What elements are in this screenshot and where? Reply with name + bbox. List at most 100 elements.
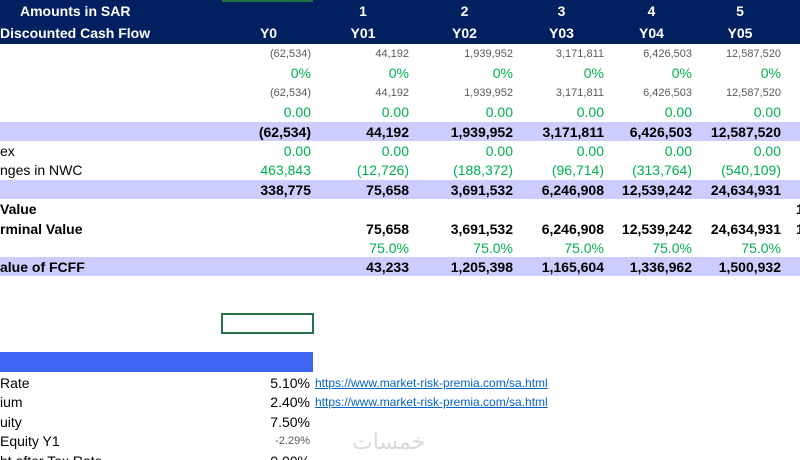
cell-value: 6,426,503 xyxy=(643,86,692,99)
row-label: Value xyxy=(0,201,37,218)
cell-value: 12,587,520 xyxy=(710,123,781,140)
cell-value: 1,939,952 xyxy=(464,48,513,60)
cell-value: 338,775 xyxy=(260,181,311,198)
cell-value: 1,939,952 xyxy=(450,123,513,140)
cell-value: 463,843 xyxy=(260,162,311,179)
cell-value: 12,539,242 xyxy=(621,181,692,198)
column-header: 1 xyxy=(359,3,367,19)
link[interactable]: https://www.market-risk-premia.com/sa.ht… xyxy=(315,376,548,390)
column-header: Y05 xyxy=(727,25,753,41)
cell-value: 0.00 xyxy=(381,104,409,121)
cell-value: 0% xyxy=(492,65,513,82)
cell-value: 0% xyxy=(290,65,311,82)
cell-value: (62,534) xyxy=(270,86,311,99)
selected-cell[interactable] xyxy=(221,313,314,334)
column-header: Y04 xyxy=(639,25,664,41)
cell-value: 0.00 xyxy=(753,143,781,159)
cell-value: 75.0% xyxy=(652,240,692,256)
assumption-value: -2.29% xyxy=(275,435,310,448)
cell-value: 3,691,532 xyxy=(450,181,513,198)
column-header: 2 xyxy=(460,3,469,19)
cell-value: 0% xyxy=(388,65,409,82)
cell-value: 0.00 xyxy=(664,143,692,159)
cell-value: 6,426,503 xyxy=(629,123,692,140)
cell-value: 24,634,931 xyxy=(710,220,781,237)
cell-value: 3,171,811 xyxy=(555,86,604,99)
cell-value: 75.0% xyxy=(564,240,604,256)
cell-value: 0.00 xyxy=(576,104,604,121)
cell-value: 75,658 xyxy=(366,220,409,237)
assumption-label: uity xyxy=(0,413,22,430)
cell-value: 12,587,520 xyxy=(725,86,781,99)
column-header: Y03 xyxy=(549,25,574,41)
cell-value: 6,426,503 xyxy=(643,48,692,60)
cell-value: 0.00 xyxy=(664,104,692,121)
cell-value: 75,658 xyxy=(366,181,409,198)
assumption-label: ium xyxy=(0,394,23,411)
cell-value: 0.00 xyxy=(283,143,311,159)
cell-value: 44,192 xyxy=(366,123,409,140)
column-header: Y01 xyxy=(350,25,376,41)
cell-value: 75.0% xyxy=(741,240,781,256)
assumption-label: Equity Y1 xyxy=(0,433,60,450)
row-band xyxy=(0,257,800,277)
cell-value: (540,109) xyxy=(721,162,781,179)
assumption-value: 7.50% xyxy=(270,413,310,430)
column-header: Y0 xyxy=(259,25,278,41)
column-header: 4 xyxy=(647,3,656,19)
cell-value: 12,587,520 xyxy=(725,48,781,60)
cell-value: 3,171,811 xyxy=(542,123,604,140)
assumption-label: Rate xyxy=(0,375,30,391)
assumption-value: 5.10% xyxy=(270,375,310,391)
header-band xyxy=(0,22,800,44)
cell-value: 0.00 xyxy=(485,143,513,159)
cell-value: (62,534) xyxy=(258,123,311,140)
cell-value: 1,165,604 xyxy=(541,259,604,276)
row-band xyxy=(0,179,800,199)
cell-value: (62,534) xyxy=(270,48,311,60)
row-label: nges in NWC xyxy=(0,162,83,179)
cell-value: 1,205,398 xyxy=(450,259,513,276)
cell-value: 1,336,962 xyxy=(629,259,692,276)
cell-value: 0% xyxy=(760,65,781,82)
cell-value: 3,691,532 xyxy=(450,220,513,237)
cell-value: 43,233 xyxy=(366,259,409,276)
row-label: alue of FCFF xyxy=(0,259,85,276)
cell-value: 0.00 xyxy=(381,143,409,159)
assumption-label: ht after Tax Rate xyxy=(0,451,102,460)
cell-value: (96,714) xyxy=(551,162,604,179)
cell-value: 12,539,242 xyxy=(621,220,692,237)
column-header: Y02 xyxy=(452,25,477,41)
cell-value: 1,939,952 xyxy=(464,86,513,99)
cell-value: 3,171,811 xyxy=(555,48,604,60)
cell-value: (313,764) xyxy=(632,162,692,179)
cell-value: 1,500,932 xyxy=(718,259,781,276)
column-header: 3 xyxy=(557,3,566,19)
row-label: rminal Value xyxy=(0,220,83,237)
cell-value: 0% xyxy=(671,65,692,82)
cell-value: 0.00 xyxy=(753,104,781,121)
row-band xyxy=(0,121,800,141)
column-header: 5 xyxy=(736,3,744,19)
row-label: ex xyxy=(0,143,15,159)
assumption-value: 0.00% xyxy=(270,451,310,460)
cell-value: 24,634,931 xyxy=(710,181,781,198)
cell-value: 6,246,908 xyxy=(541,220,604,237)
cell-value: 44,192 xyxy=(375,48,409,60)
cell-value: 0.00 xyxy=(576,143,604,159)
column-highlight xyxy=(222,0,313,2)
cell-value: 6,246,908 xyxy=(541,181,604,198)
cell-value: 0.00 xyxy=(485,104,513,121)
cell-value: 1 xyxy=(796,220,800,237)
link[interactable]: https://www.market-risk-premia.com/sa.ht… xyxy=(315,395,548,410)
watermark: خمسات xyxy=(352,429,426,454)
cell-value: 0.00 xyxy=(283,104,311,121)
header-title: Amounts in SAR xyxy=(20,3,131,19)
assumption-value: 2.40% xyxy=(270,394,310,411)
cell-value: (188,372) xyxy=(453,162,513,179)
cell-value: 75.0% xyxy=(369,240,409,256)
cell-value: 75.0% xyxy=(473,240,513,256)
cell-value: 0% xyxy=(583,65,604,82)
cell-value: 1 xyxy=(796,201,800,218)
